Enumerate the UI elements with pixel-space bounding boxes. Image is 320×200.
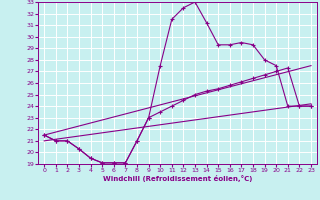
X-axis label: Windchill (Refroidissement éolien,°C): Windchill (Refroidissement éolien,°C) [103, 175, 252, 182]
